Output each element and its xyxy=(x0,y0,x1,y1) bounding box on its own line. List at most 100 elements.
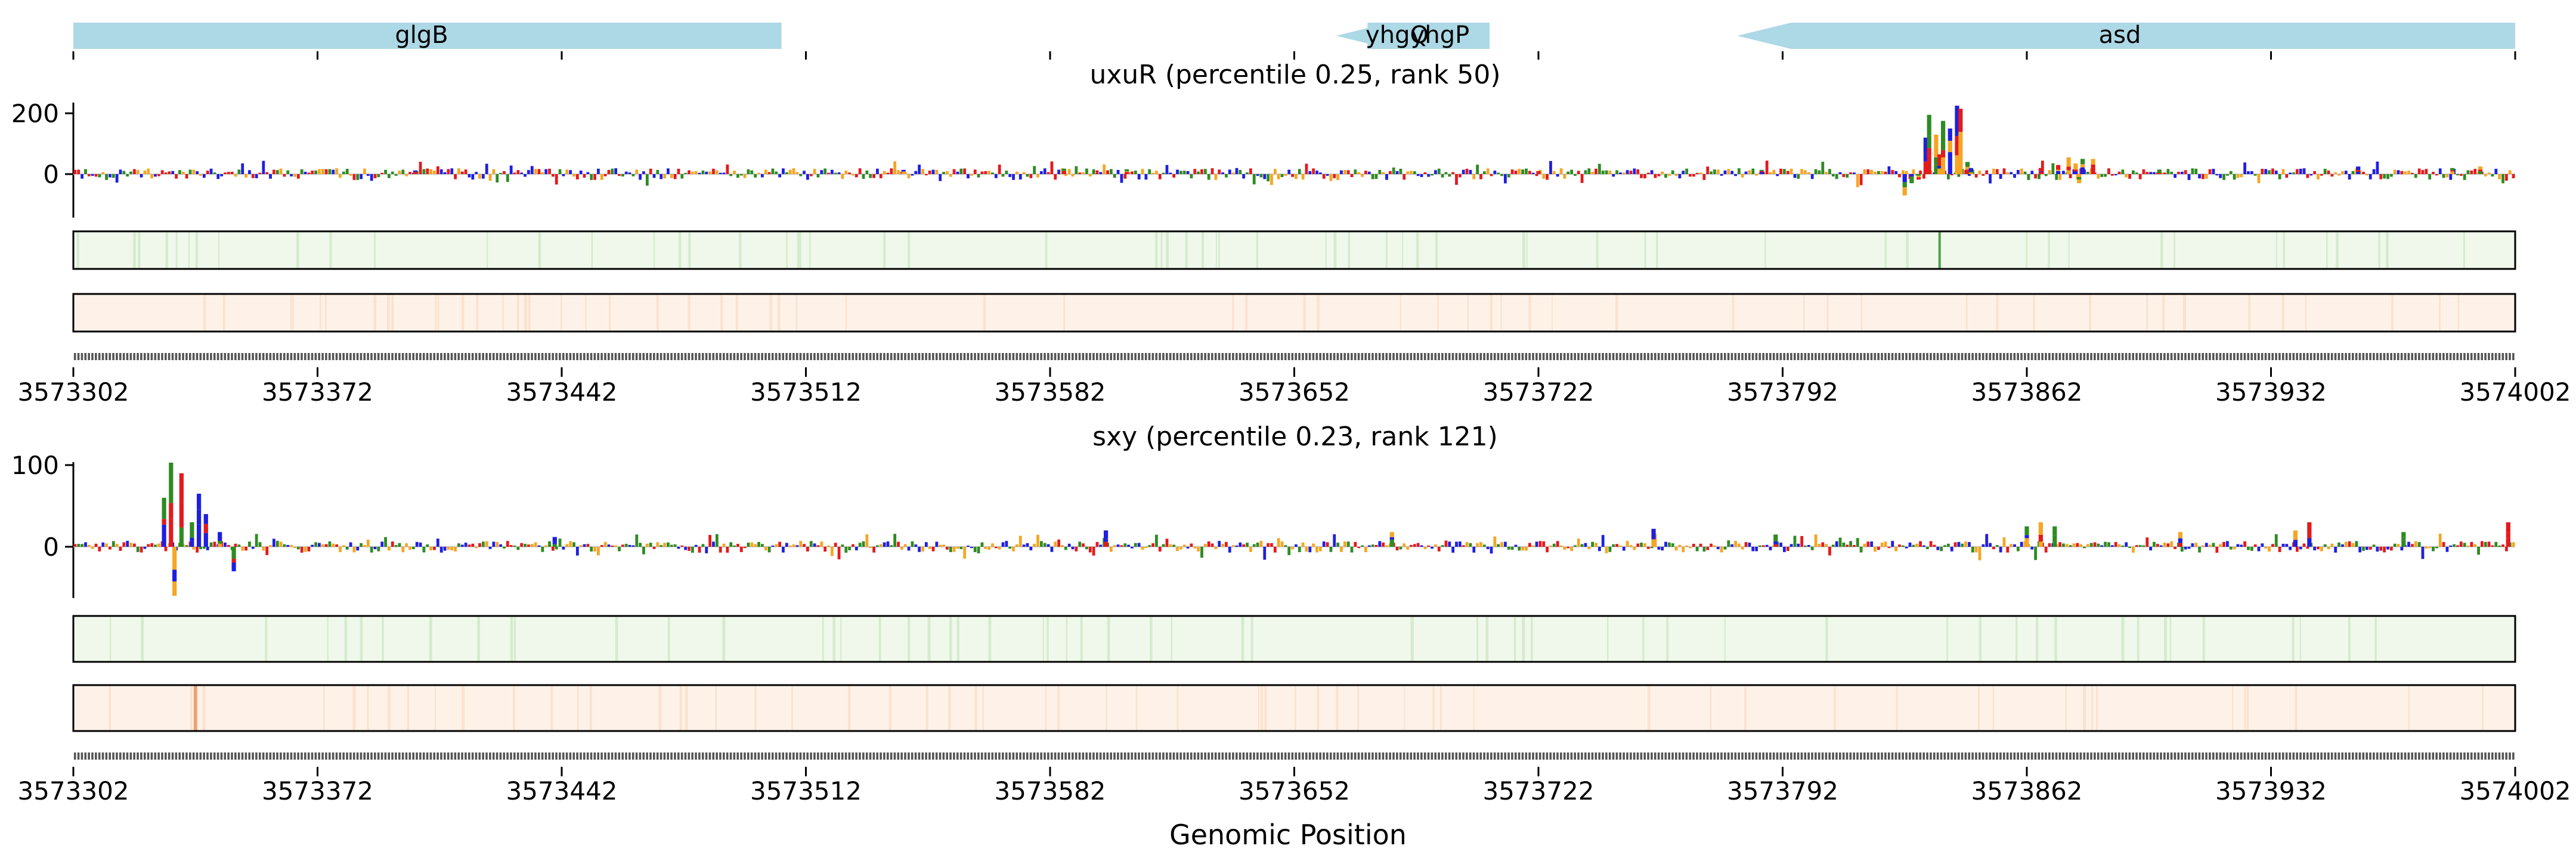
sequence-base xyxy=(1521,752,1524,760)
sequence-base xyxy=(935,353,938,360)
sequence-base xyxy=(2209,752,2211,760)
sequence-base xyxy=(1971,353,1974,360)
sequence-base xyxy=(1720,353,1723,360)
sequence-base xyxy=(2369,752,2371,760)
sequence-base xyxy=(1556,353,1559,360)
logo-noise-letter xyxy=(1367,545,1371,547)
sequence-base xyxy=(1584,353,1587,360)
logo-noise-letter xyxy=(464,543,467,547)
sequence-base xyxy=(614,752,617,760)
sequence-logo xyxy=(73,106,2515,196)
logo-noise-letter xyxy=(1863,169,1866,174)
logo-noise-letter xyxy=(2268,170,2271,174)
sequence-base xyxy=(597,752,600,760)
sequence-base xyxy=(2111,752,2113,760)
logo-peak-letter xyxy=(2038,522,2043,535)
logo-noise-letter xyxy=(1054,174,1057,180)
sequence-base xyxy=(2030,353,2033,360)
logo-peak-letter xyxy=(2052,535,2057,542)
sequence-base xyxy=(1640,353,1643,360)
sequence-base xyxy=(2247,353,2250,360)
logo-noise-letter xyxy=(147,168,150,174)
sequence-strip xyxy=(73,752,2515,760)
logo-noise-letter xyxy=(1172,544,1176,547)
sequence-base xyxy=(91,353,94,360)
sequence-base xyxy=(126,752,129,760)
logo-noise-letter xyxy=(342,171,345,174)
sequence-base xyxy=(1082,752,1085,760)
sequence-base xyxy=(2400,752,2403,760)
logo-noise-letter xyxy=(1912,544,1915,547)
gene-label-yhgP: yhgP xyxy=(1411,21,1470,49)
gene-label-glgB: glgB xyxy=(395,21,448,49)
logo-noise-letter xyxy=(1008,547,1012,549)
sequence-base xyxy=(893,752,896,760)
sequence-base xyxy=(168,353,171,360)
sequence-base xyxy=(1064,353,1067,360)
logo-peak-letter xyxy=(2073,163,2078,170)
logo-noise-letter xyxy=(2247,547,2250,550)
sequence-base xyxy=(1138,752,1140,760)
sequence-base xyxy=(2320,353,2323,360)
sequence-base xyxy=(1183,752,1185,760)
logo-peak-letter xyxy=(2178,532,2182,538)
sequence-base xyxy=(408,752,411,760)
logo-noise-letter xyxy=(1312,543,1315,547)
logo-noise-letter xyxy=(694,544,698,547)
sequence-base xyxy=(1340,752,1343,760)
logo-noise-letter xyxy=(1549,545,1552,547)
logo-peak-letter xyxy=(413,172,417,174)
logo-noise-letter xyxy=(2097,174,2100,179)
sequence-base xyxy=(412,752,414,760)
sequence-base xyxy=(328,752,331,760)
logo-noise-letter xyxy=(2417,168,2421,174)
logo-noise-letter xyxy=(2435,547,2438,549)
sequence-base xyxy=(1835,353,1838,360)
gene-arrow-yhgP xyxy=(1367,23,1490,49)
logo-noise-letter xyxy=(1291,174,1294,177)
logo-noise-letter xyxy=(224,542,227,547)
logo-noise-letter xyxy=(1078,172,1082,174)
logo-noise-letter xyxy=(1441,545,1444,547)
logo-peak-letter xyxy=(2080,159,2085,165)
logo-peak-letter xyxy=(901,172,906,174)
logo-noise-letter xyxy=(467,174,471,178)
sequence-base xyxy=(1556,752,1559,760)
logo-noise-letter xyxy=(411,547,415,549)
logo-noise-letter xyxy=(1256,174,1259,176)
logo-noise-letter xyxy=(433,547,436,550)
sequence-base xyxy=(1490,353,1493,360)
logo-noise-letter xyxy=(321,169,324,174)
logo-noise-letter xyxy=(670,544,673,547)
logo-noise-letter xyxy=(2481,541,2484,547)
sequence-base xyxy=(2094,752,2096,760)
logo-noise-letter xyxy=(1758,545,1761,547)
logo-noise-letter xyxy=(1280,174,1284,177)
sequence-base xyxy=(628,353,631,360)
sequence-base xyxy=(2397,353,2399,360)
logo-noise-letter xyxy=(286,170,290,174)
sequence-base xyxy=(1434,752,1437,760)
logo-noise-letter xyxy=(2414,174,2417,178)
logo-noise-letter xyxy=(2435,174,2438,176)
sequence-base xyxy=(918,353,921,360)
sequence-base xyxy=(1319,752,1321,760)
logo-noise-letter xyxy=(1095,541,1099,547)
sequence-base xyxy=(2467,353,2469,360)
logo-noise-letter xyxy=(970,547,973,549)
logo-noise-letter xyxy=(2348,541,2351,547)
logo-noise-letter xyxy=(809,541,813,547)
sequence-base xyxy=(84,353,87,360)
sequence-base xyxy=(2145,752,2148,760)
logo-noise-letter xyxy=(439,169,443,174)
sequence-base xyxy=(356,353,359,360)
logo-noise-letter xyxy=(1552,171,1556,174)
sequence-base xyxy=(1357,752,1360,760)
logo-noise-letter xyxy=(2400,171,2404,174)
sequence-base xyxy=(1930,752,1932,760)
logo-noise-letter xyxy=(1563,547,1566,550)
logo-noise-letter xyxy=(844,171,848,174)
logo-noise-letter xyxy=(1277,174,1280,179)
sequence-base xyxy=(1078,353,1081,360)
